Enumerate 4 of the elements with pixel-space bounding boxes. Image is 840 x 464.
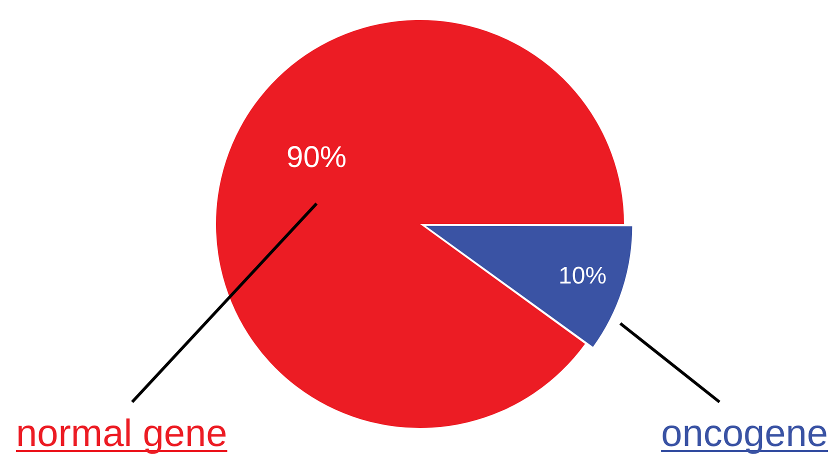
data-label: 10% [558, 262, 607, 290]
data-label: 90% [286, 140, 347, 174]
slice-label: oncogene [661, 413, 828, 455]
slice-label: normal gene [16, 413, 228, 455]
